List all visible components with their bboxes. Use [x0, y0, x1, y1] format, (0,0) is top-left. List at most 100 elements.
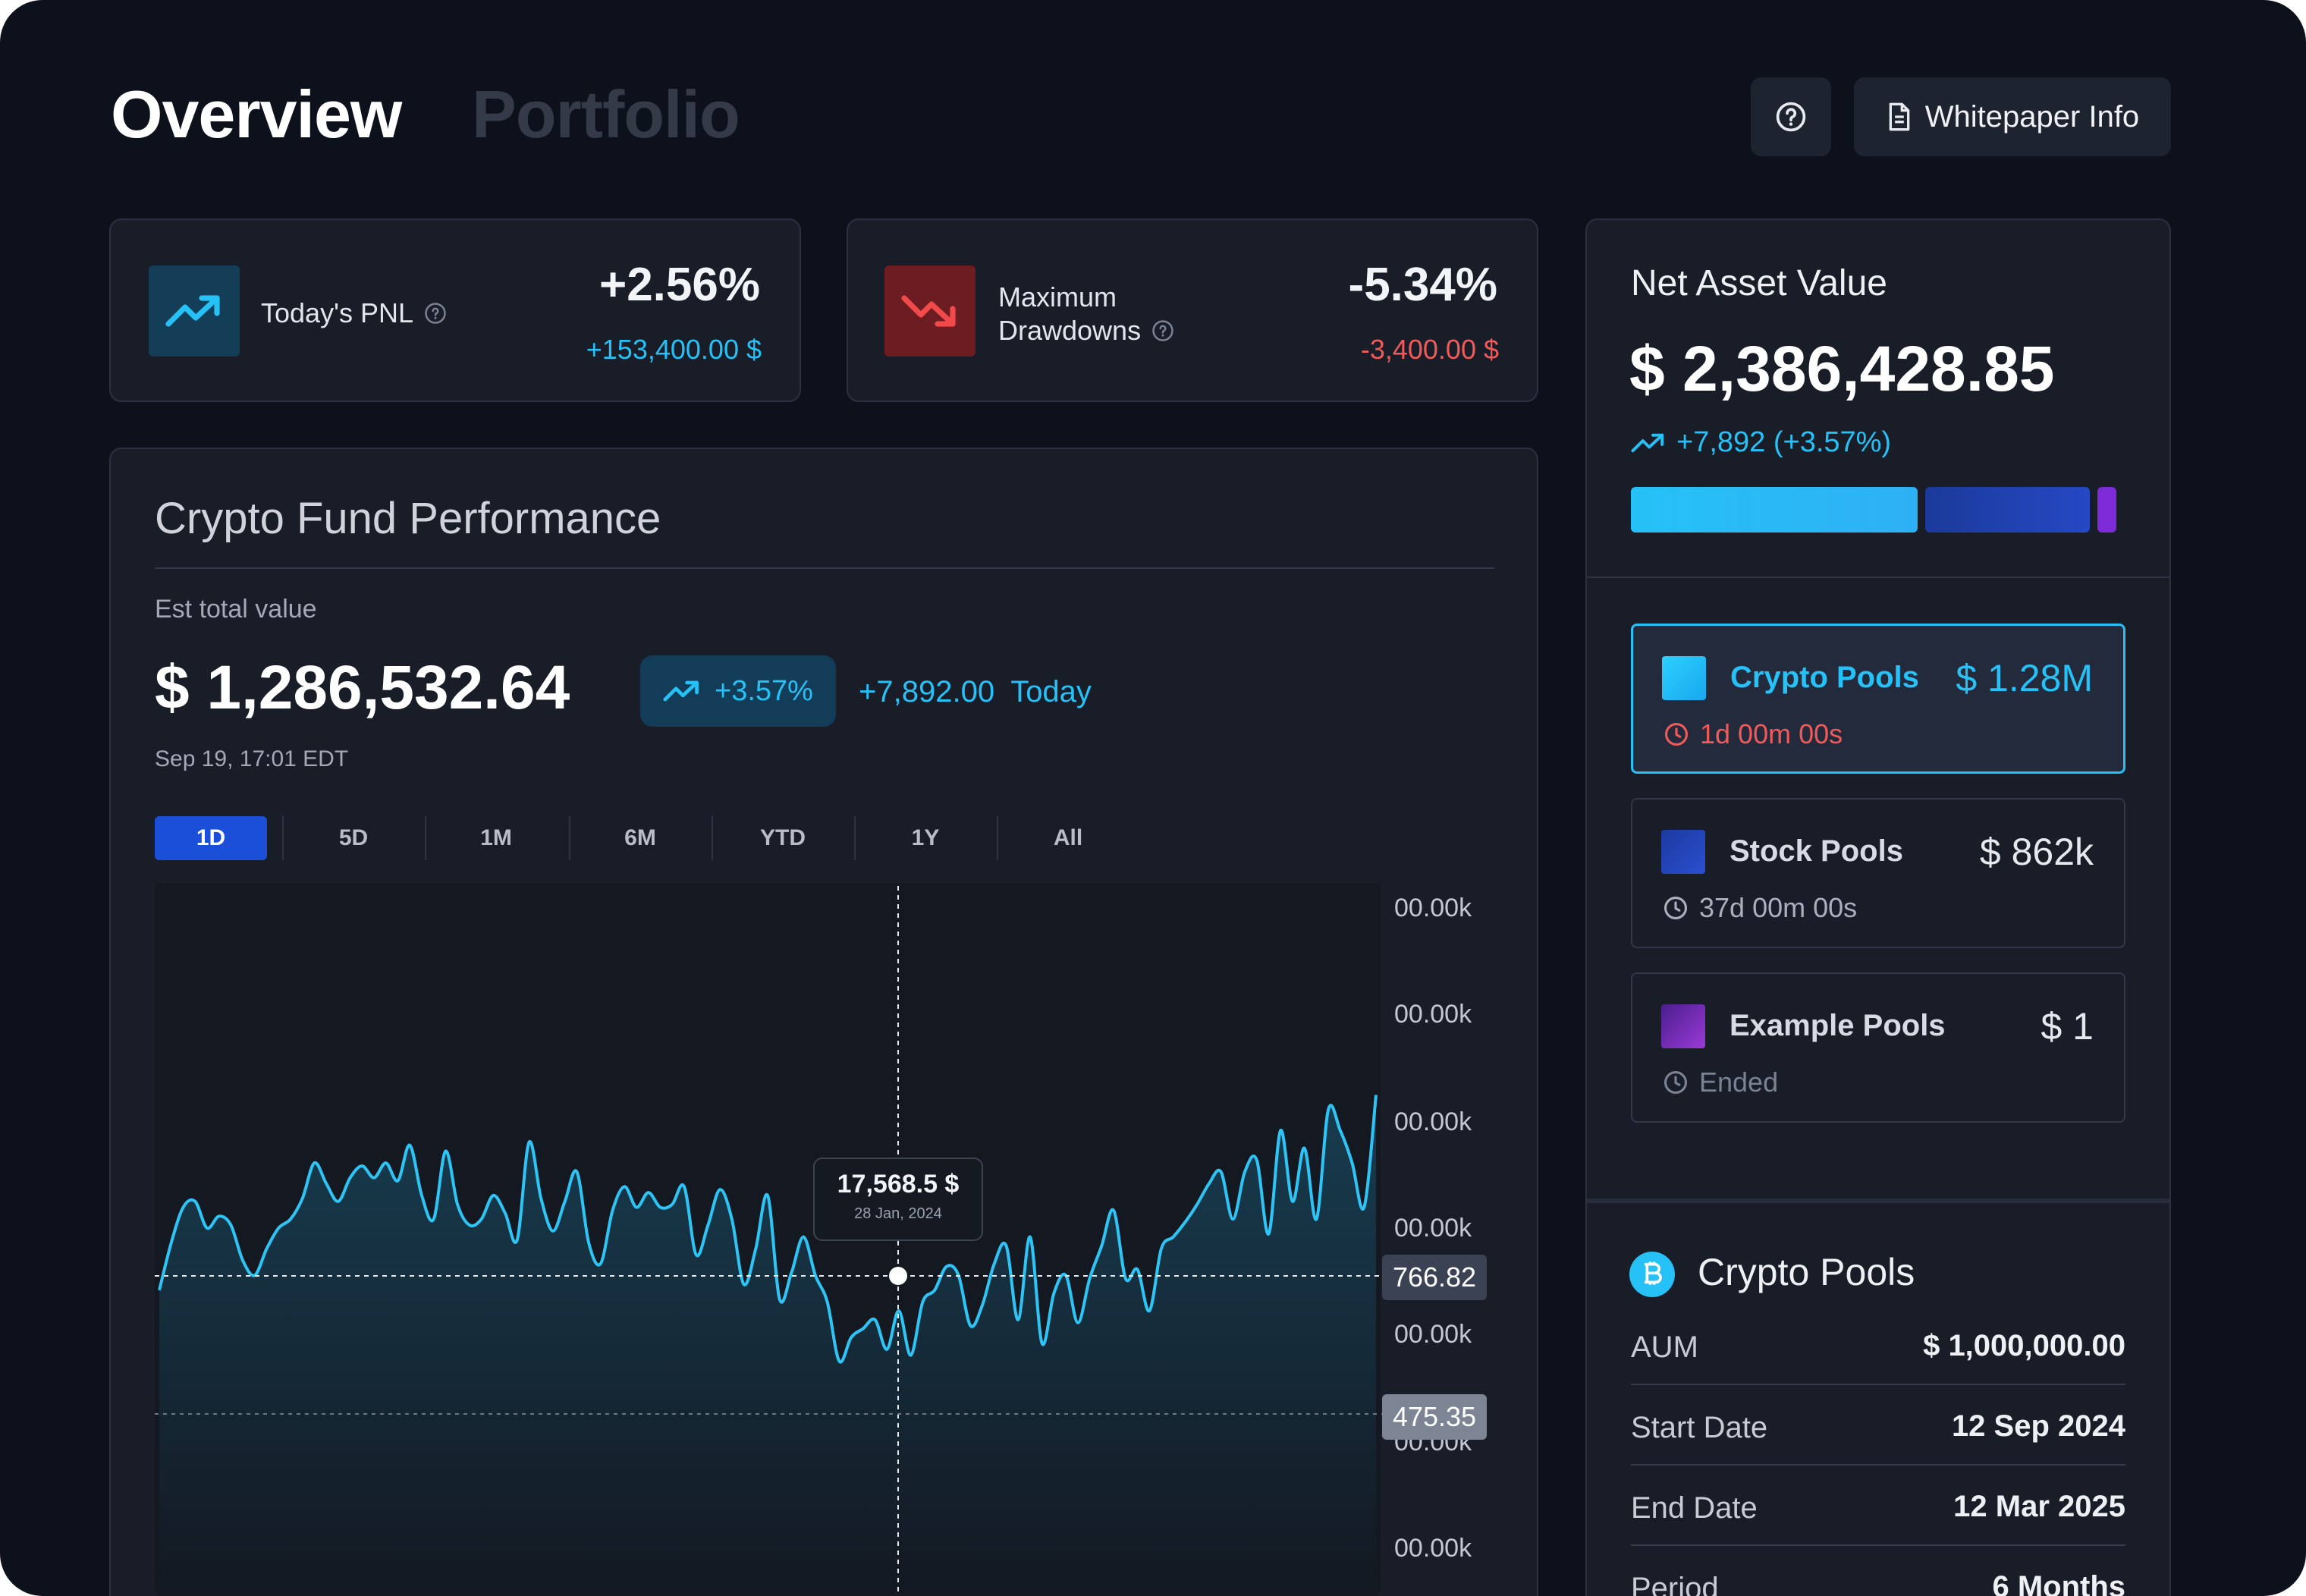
pool-value: $ 862k	[1979, 831, 2094, 873]
divider	[712, 816, 713, 860]
change-amount: +7,892.00 Today	[859, 675, 1092, 709]
detail-key: Start Date	[1631, 1411, 1768, 1444]
detail-key: AUM	[1631, 1331, 1698, 1364]
pool-color-swatch	[1662, 656, 1706, 700]
drawdown-card: Maximum Drawdowns -5.34% -3,400.00 $	[847, 218, 1538, 402]
divider	[1587, 577, 2169, 578]
pool-example[interactable]: Example Pools $ 1 Ended	[1631, 972, 2125, 1123]
clock-icon	[1664, 1070, 1688, 1095]
pool-timer-text: 1d 00m 00s	[1700, 718, 1843, 749]
pnl-card: Today's PNL +2.56% +153,400.00 $	[109, 218, 801, 402]
performance-title: Crypto Fund Performance	[155, 494, 661, 543]
detail-key: Period	[1631, 1572, 1719, 1596]
range-1y[interactable]: 1Y	[911, 825, 940, 850]
pool-timer-text: 37d 00m 00s	[1699, 892, 1858, 923]
allocation-segment-example	[2097, 487, 2116, 533]
y-tick-label: 00.00k	[1394, 1214, 1472, 1243]
y-tick-label: 00.00k	[1394, 1000, 1472, 1029]
trending-up-icon	[1631, 433, 1664, 452]
pool-color-swatch	[1661, 1004, 1705, 1048]
y-tick-label: 00.00k	[1394, 1534, 1472, 1563]
drawdown-label-line2: Drawdowns	[998, 315, 1142, 346]
pool-name: Example Pools	[1730, 1009, 1946, 1042]
pool-name: Stock Pools	[1730, 834, 1903, 868]
range-6m[interactable]: 6M	[624, 825, 656, 850]
range-active-bg	[155, 816, 267, 860]
divider	[425, 816, 426, 860]
bitcoin-icon	[1629, 1252, 1675, 1297]
drawdown-label-line1: Maximum	[998, 281, 1117, 313]
info-icon[interactable]	[1151, 319, 1174, 342]
range-all[interactable]: All	[1053, 825, 1083, 850]
pnl-label-group: Today's PNL	[261, 297, 447, 329]
detail-row: End Date 12 Mar 2025	[1631, 1466, 2125, 1546]
nav-title: Net Asset Value	[1631, 263, 1887, 303]
drawdown-tile	[884, 265, 975, 357]
trending-up-icon	[663, 680, 699, 702]
nav-change-text: +7,892 (+3.57%)	[1676, 426, 1892, 458]
whitepaper-label: Whitepaper Info	[1924, 99, 2140, 134]
whitepaper-button[interactable]: Whitepaper Info	[1854, 77, 2171, 156]
chart-line	[158, 1095, 1378, 1364]
tab-portfolio[interactable]: Portfolio	[472, 77, 740, 152]
crosshair-value-marker: 766.82	[1382, 1255, 1487, 1300]
document-icon	[1889, 102, 1910, 131]
divider	[569, 816, 570, 860]
range-1m[interactable]: 1M	[480, 825, 512, 850]
detail-value: 6 Months	[1992, 1570, 2125, 1596]
allocation-bar	[1631, 487, 2116, 533]
clock-icon	[1664, 896, 1688, 920]
change-badge: +3.57%	[640, 655, 836, 727]
range-ytd[interactable]: YTD	[760, 825, 806, 850]
pool-timer-text: Ended	[1699, 1067, 1779, 1098]
drawdown-amount: -3,400.00 $	[1360, 334, 1499, 365]
trending-up-icon	[165, 295, 220, 327]
drawdown-label-group: Maximum Drawdowns	[998, 281, 1174, 347]
est-total-value: $ 1,286,532.64	[155, 653, 570, 722]
chart-tooltip: 17,568.5 $ 28 Jan, 2024	[813, 1158, 983, 1241]
detail-value: 12 Sep 2024	[1951, 1409, 2125, 1443]
detail-value: 12 Mar 2025	[1953, 1490, 2125, 1523]
pool-value: $ 1.28M	[1956, 657, 2093, 699]
nav-value: $ 2,386,428.85	[1629, 333, 2055, 404]
pool-stock[interactable]: Stock Pools $ 862k 37d 00m 00s	[1631, 798, 2125, 948]
range-1d[interactable]: 1D	[196, 825, 226, 850]
info-icon[interactable]	[424, 302, 447, 325]
help-button[interactable]	[1751, 77, 1831, 156]
detail-key: End Date	[1631, 1491, 1758, 1525]
pnl-percent: +2.56%	[598, 259, 760, 311]
timestamp: Sep 19, 17:01 EDT	[155, 746, 349, 771]
clock-icon	[1664, 722, 1689, 746]
pool-timer: 1d 00m 00s	[1664, 718, 1843, 750]
range-5d[interactable]: 5D	[338, 825, 369, 850]
crosshair-dot	[889, 1267, 907, 1285]
pnl-amount: +153,400.00 $	[586, 334, 762, 365]
y-tick-label: 00.00k	[1394, 1107, 1472, 1136]
reference-value-marker: 475.35	[1382, 1394, 1487, 1440]
divider	[997, 816, 998, 860]
pnl-tile	[149, 265, 240, 357]
detail-row: Start Date 12 Sep 2024	[1631, 1385, 2125, 1466]
trending-down-icon	[901, 295, 956, 327]
nav-change: +7,892 (+3.57%)	[1631, 426, 1891, 459]
y-tick-label: 00.00k	[1394, 1320, 1472, 1349]
tooltip-date: 28 Jan, 2024	[854, 1205, 942, 1222]
pool-crypto[interactable]: Crypto Pools $ 1.28M 1d 00m 00s	[1631, 624, 2125, 774]
change-period: Today	[1010, 675, 1092, 708]
change-percent: +3.57%	[715, 674, 813, 707]
detail-row: Period 6 Months	[1631, 1546, 2125, 1596]
chart-area	[159, 1095, 1376, 1596]
divider	[854, 816, 856, 860]
pool-value: $ 1	[2041, 1005, 2094, 1048]
details-title: Crypto Pools	[1698, 1251, 1915, 1293]
y-tick-label: 00.00k	[1394, 894, 1472, 922]
tab-overview[interactable]: Overview	[111, 77, 402, 152]
allocation-segment-crypto	[1631, 487, 1918, 533]
change-abs: +7,892.00	[859, 675, 995, 708]
pool-name: Crypto Pools	[1730, 661, 1919, 694]
divider	[1587, 1199, 2169, 1203]
pool-color-swatch	[1661, 830, 1705, 874]
divider	[155, 567, 1494, 569]
